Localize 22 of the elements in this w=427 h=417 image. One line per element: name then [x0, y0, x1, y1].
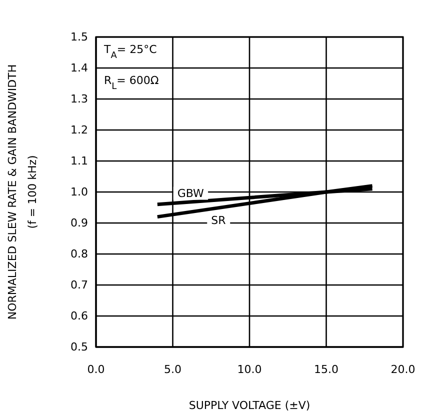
y-tick-label: 1.0	[70, 186, 88, 199]
y-tick-label: 1.2	[70, 124, 88, 137]
annotation: T$_{A}$= 25°C	[103, 43, 158, 61]
x-tick-label: 5.0	[164, 362, 182, 376]
x-axis-title: SUPPLY VOLTAGE (±V)	[188, 399, 310, 412]
series-label: GBW	[177, 186, 204, 200]
annotation: R$_{L}$= 600Ω	[104, 74, 159, 92]
y-tick-label: 1.5	[70, 30, 88, 44]
x-tick-label: 15.0	[314, 362, 338, 376]
y-tick-label: 0.5	[70, 340, 88, 354]
y-axis-title: NORMALIZED SLEW RATE & GAIN BANDWIDTH (f = 100 kHz)	[6, 64, 39, 320]
y-tick-label: 0.9	[70, 216, 88, 230]
series-label: SR	[211, 214, 226, 227]
y-tick-label: 0.7	[70, 278, 88, 292]
y-tick-label: 1.3	[70, 92, 88, 106]
y-tick-label: 1.4	[70, 62, 88, 75]
x-tick-label: 10.0	[237, 362, 262, 376]
x-tick-label: 0.0	[87, 362, 105, 376]
y-tick-label: 1.1	[70, 154, 88, 168]
y-tick-label: 0.6	[70, 310, 88, 323]
y-tick-label: 0.8	[70, 248, 88, 261]
x-tick-label: 20.0	[390, 362, 416, 376]
